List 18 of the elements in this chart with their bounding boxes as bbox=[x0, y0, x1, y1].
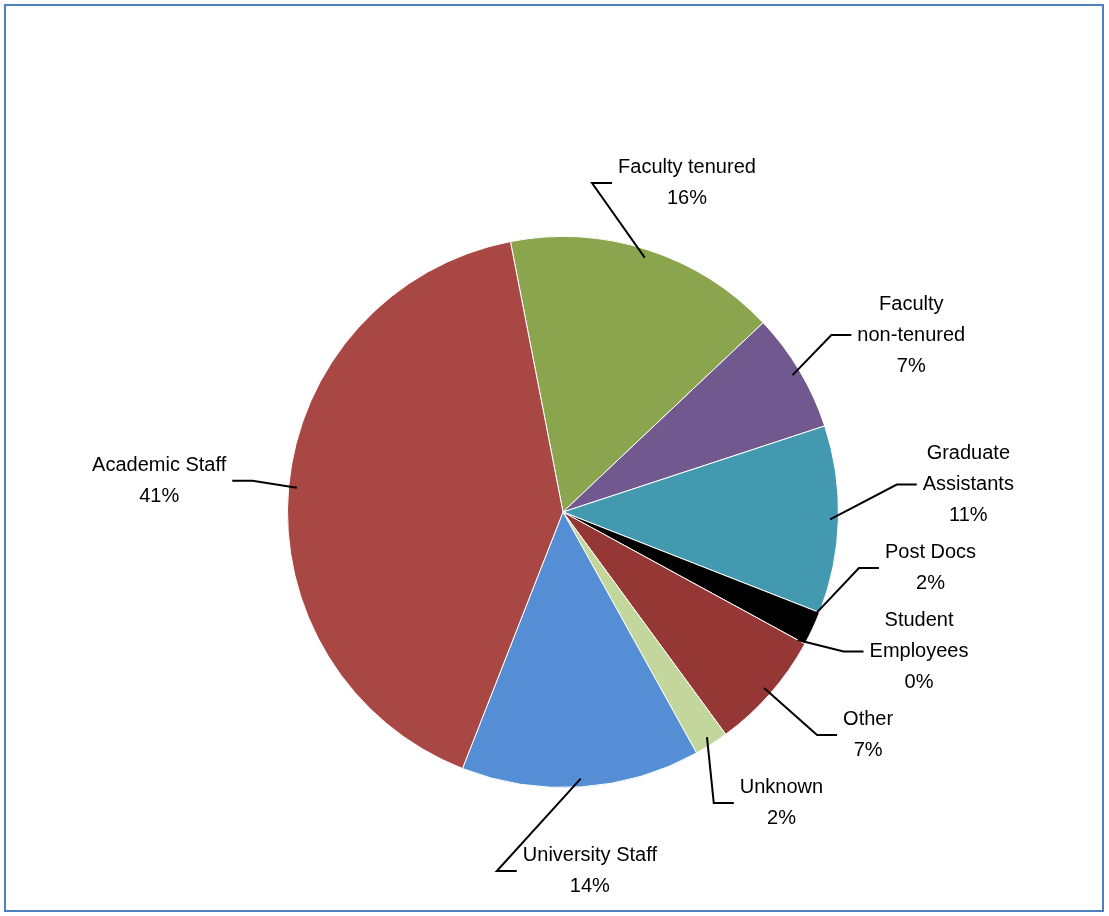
slice-label: Faculty non-tenured bbox=[857, 291, 966, 345]
text: 0% bbox=[904, 670, 934, 693]
data-label: 7% bbox=[853, 738, 883, 761]
slice-label: Faculty tenured bbox=[618, 155, 756, 178]
data-label: 11% bbox=[949, 503, 988, 526]
slice-label: Post Docs bbox=[884, 540, 977, 563]
category-label: Student Employees bbox=[869, 608, 969, 662]
slice-label: Graduate Assistants bbox=[922, 441, 1014, 495]
data-label: 16% bbox=[666, 186, 708, 209]
data-label: 7% bbox=[896, 353, 926, 376]
slice-label: Other bbox=[843, 707, 894, 730]
data-label: 14% bbox=[569, 874, 611, 897]
slice-label: Academic Staff bbox=[92, 452, 227, 475]
data-label: 2% bbox=[767, 806, 797, 829]
data-label: 2% bbox=[916, 571, 946, 594]
slice-label: Unknown bbox=[739, 775, 824, 798]
data-label: 41% bbox=[139, 483, 180, 506]
slice-label: University Staff bbox=[522, 843, 658, 866]
